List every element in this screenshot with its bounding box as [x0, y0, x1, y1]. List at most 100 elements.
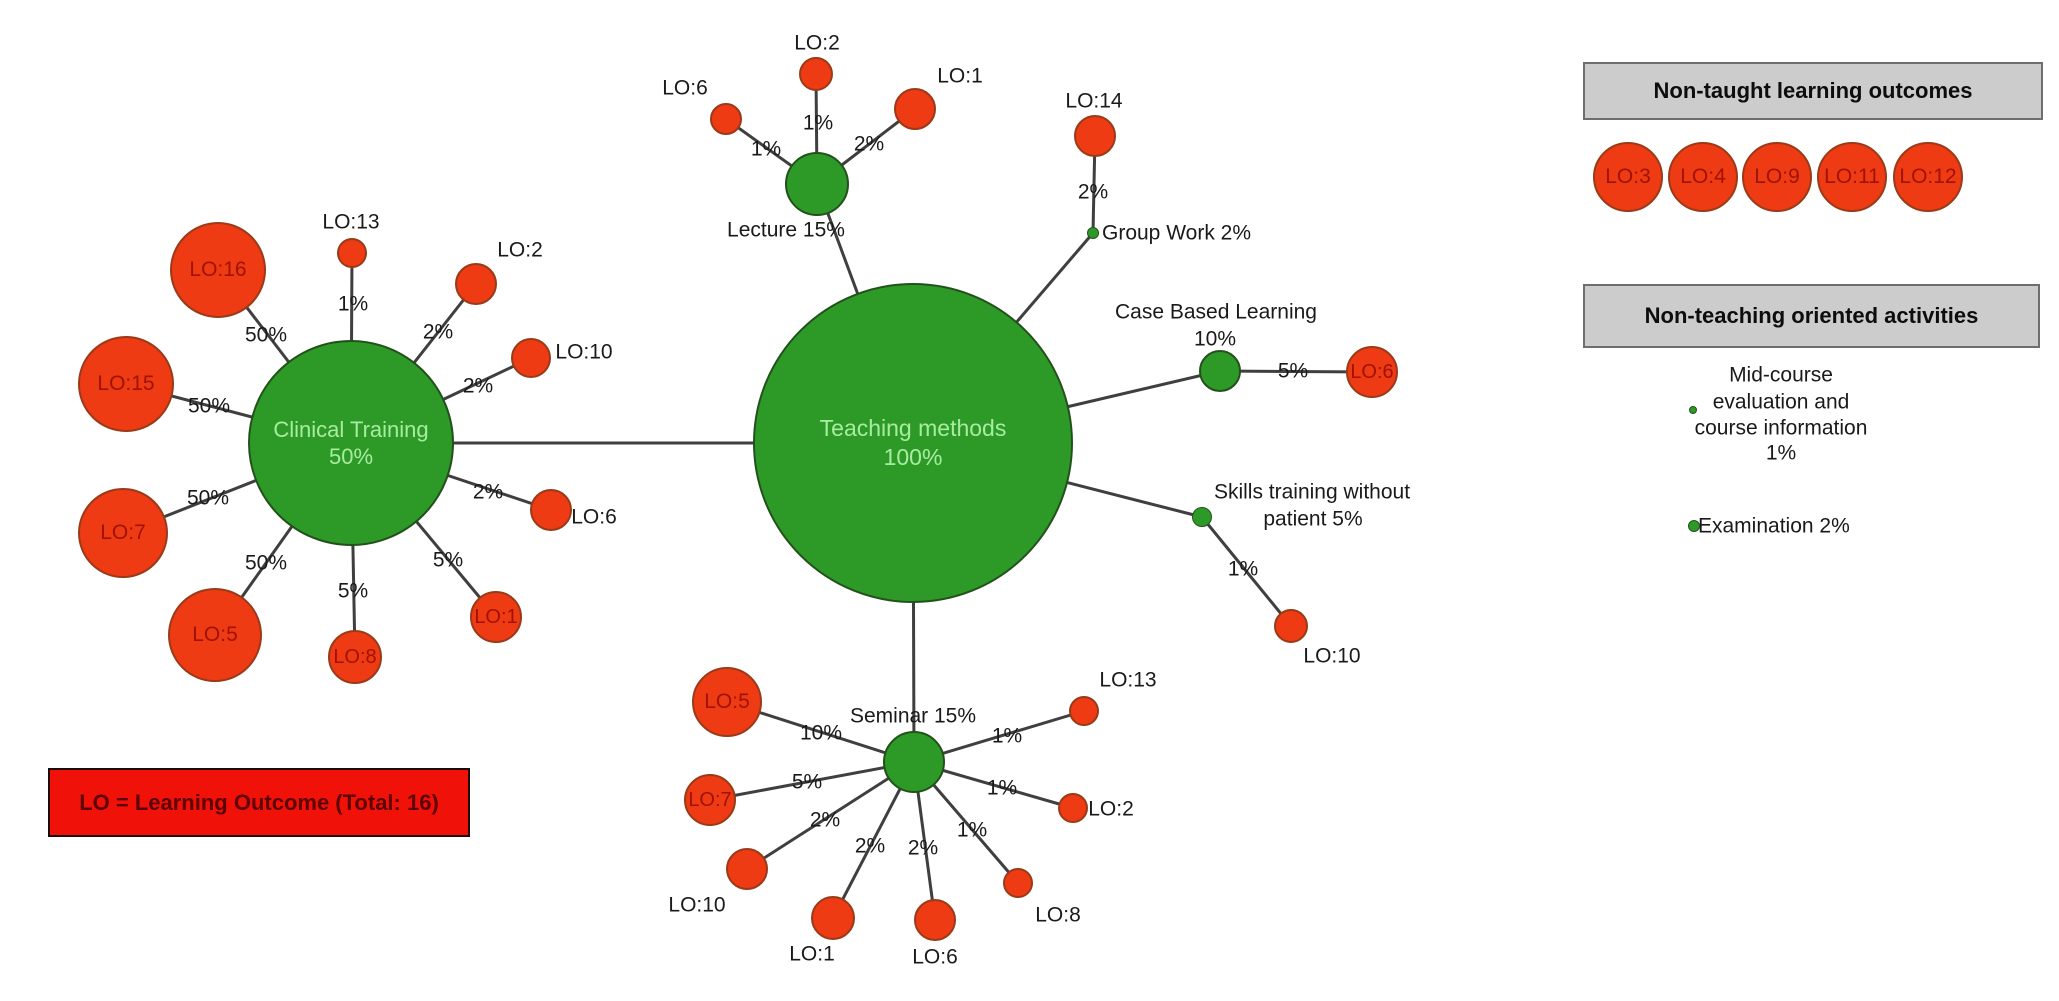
legend-non-taught-box: Non-taught learning outcomes: [1583, 62, 2043, 120]
sem-lo8-label: LO:8: [1035, 903, 1081, 927]
node-sem-lo13: [1069, 696, 1099, 726]
node-midcourse-dot: [1689, 406, 1697, 414]
pct-clinical-cl-lo1: 5%: [432, 548, 464, 572]
node-sem-lo2: [1058, 793, 1088, 823]
sem-lo13-label: LO:13: [1099, 668, 1157, 692]
node-legend-lo11-label: LO:11: [1824, 164, 1880, 188]
node-legend-lo11: LO:11: [1817, 142, 1887, 212]
midcourse-label-line2: evaluation and: [1712, 390, 1850, 414]
node-cl-lo5-label: LO:5: [192, 622, 238, 646]
node-legend-lo4-label: LO:4: [1680, 164, 1726, 188]
legend-non-taught-title: Non-taught learning outcomes: [1653, 78, 1973, 103]
edge-skills-sk-lo10: [1200, 516, 1293, 627]
groupwork-label: Group Work 2%: [1102, 221, 1251, 245]
node-cl-lo10: [511, 338, 551, 378]
node-clinical: Clinical Training 50%: [248, 340, 454, 546]
pct-clinical-cl-lo10: 2%: [462, 374, 494, 398]
node-sem-lo1: [811, 896, 855, 940]
sem-lo2-label: LO:2: [1088, 797, 1134, 821]
legend-non-teaching-title: Non-teaching oriented activities: [1644, 303, 1979, 328]
gw-lo14-label: LO:14: [1065, 89, 1123, 113]
midcourse-label-line3: course information: [1694, 416, 1868, 440]
node-examination-dot: [1688, 520, 1700, 532]
node-sem-lo5: LO:5: [692, 667, 762, 737]
pct-casebased-cb-lo6: 5%: [1277, 359, 1309, 383]
edge-seminar-sem-lo7: [709, 760, 915, 802]
seminar-label: Seminar 15%: [849, 704, 977, 728]
node-cb-lo6: LO:6: [1346, 346, 1398, 398]
node-sem-lo5-label: LO:5: [704, 689, 750, 713]
pct-lecture-lec-lo2: 1%: [802, 111, 834, 135]
pct-clinical-cl-lo6: 2%: [472, 480, 504, 504]
pct-lecture-lec-lo1: 2%: [853, 132, 885, 156]
pct-seminar-sem-lo2: 1%: [986, 776, 1018, 800]
sem-lo10-label: LO:10: [668, 893, 726, 917]
node-legend-lo3-label: LO:3: [1605, 164, 1651, 188]
node-cb-lo6-label: LO:6: [1350, 360, 1394, 383]
lec-lo6-label: LO:6: [662, 76, 708, 100]
legend-non-teaching-box: Non-teaching oriented activities: [1583, 284, 2040, 348]
node-cl-lo8: LO:8: [328, 630, 382, 684]
pct-seminar-sem-lo7: 5%: [791, 770, 823, 794]
node-cl-lo1-label: LO:1: [474, 605, 518, 628]
casebased-label-line1: Case Based Learning: [1115, 300, 1317, 324]
pct-clinical-cl-lo16: 50%: [244, 323, 288, 347]
node-cl-lo6: [530, 489, 572, 531]
cl-lo13-label: LO:13: [322, 210, 380, 234]
pct-seminar-sem-lo10: 2%: [809, 808, 841, 832]
node-cl-lo15: LO:15: [78, 336, 174, 432]
node-gw-lo14: [1074, 115, 1116, 157]
pct-clinical-cl-lo2: 2%: [422, 320, 454, 344]
pct-clinical-cl-lo5: 50%: [244, 551, 288, 575]
pct-skills-sk-lo10: 1%: [1227, 557, 1259, 581]
node-sem-lo7-label: LO:7: [688, 788, 732, 811]
midcourse-label-line1: Mid-course: [1729, 363, 1833, 387]
node-cl-lo7: LO:7: [78, 488, 168, 578]
lecture-label: Lecture 15%: [727, 218, 845, 242]
node-groupwork: [1087, 227, 1099, 239]
node-cl-lo8-label: LO:8: [333, 645, 377, 668]
node-cl-lo1: LO:1: [470, 591, 522, 643]
node-cl-lo7-label: LO:7: [100, 520, 146, 544]
node-legend-lo9: LO:9: [1742, 142, 1812, 212]
pct-groupwork-gw-lo14: 2%: [1077, 180, 1109, 204]
node-cl-lo16: LO:16: [170, 222, 266, 318]
node-sem-lo6: [914, 899, 956, 941]
pct-seminar-sem-lo1: 2%: [854, 834, 886, 858]
node-cl-lo16-label: LO:16: [189, 257, 247, 281]
node-cl-lo15-label: LO:15: [97, 371, 155, 395]
midcourse-label-line4: 1%: [1765, 441, 1797, 465]
note-text: LO = Learning Outcome (Total: 16): [79, 789, 439, 815]
pct-seminar-sem-lo6: 2%: [907, 836, 939, 860]
cl-lo6-label: LO:6: [571, 505, 617, 529]
cl-lo2-label: LO:2: [497, 238, 543, 262]
node-lec-lo6: [710, 103, 742, 135]
sem-lo1-label: LO:1: [789, 942, 835, 966]
node-legend-lo12: LO:12: [1893, 142, 1963, 212]
lec-lo2-label: LO:2: [794, 31, 840, 55]
node-lecture: [785, 152, 849, 216]
node-cl-lo5: LO:5: [168, 588, 262, 682]
node-seminar: [883, 731, 945, 793]
skills-label-line1: Skills training without: [1213, 480, 1411, 504]
node-legend-lo12-label: LO:12: [1899, 164, 1957, 188]
node-cl-lo2: [455, 263, 497, 305]
node-lec-lo2: [799, 57, 833, 91]
node-casebased: [1199, 350, 1241, 392]
node-teaching: Teaching methods 100%: [753, 283, 1073, 603]
pct-seminar-sem-lo8: 1%: [956, 818, 988, 842]
sem-lo6-label: LO:6: [912, 945, 958, 969]
pct-lecture-lec-lo6: 1%: [750, 137, 782, 161]
node-teaching-label: 100%: [883, 444, 943, 470]
examination-label: Examination 2%: [1698, 514, 1850, 538]
node-sem-lo7: LO:7: [684, 774, 736, 826]
pct-clinical-cl-lo15: 50%: [187, 394, 231, 418]
pct-clinical-cl-lo13: 1%: [337, 292, 369, 316]
node-legend-lo4: LO:4: [1668, 142, 1738, 212]
lec-lo1-label: LO:1: [937, 64, 983, 88]
pct-clinical-cl-lo8: 5%: [337, 579, 369, 603]
pct-seminar-sem-lo5: 10%: [799, 721, 843, 745]
sk-lo10-label: LO:10: [1303, 644, 1361, 668]
node-legend-lo9-label: LO:9: [1754, 164, 1800, 188]
cl-lo10-label: LO:10: [555, 340, 613, 364]
